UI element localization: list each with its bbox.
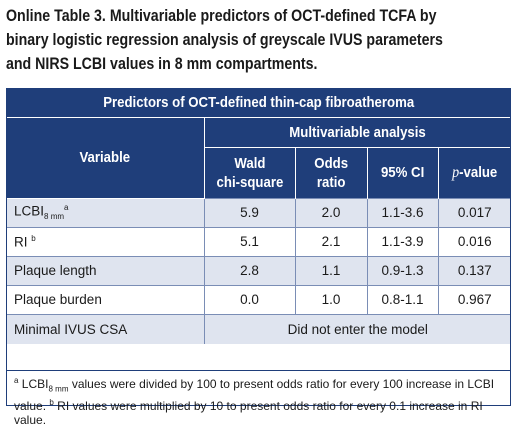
predictors-table: Predictors of OCT-defined thin-cap fibro… [6, 88, 512, 344]
table-row: Minimal IVUS CSA Did not enter the model [6, 313, 512, 344]
row-wald: 2.8 [203, 255, 295, 285]
wald-header: Wald chi-square [204, 147, 295, 198]
table-row: LCBI8 mma 5.9 2.0 1.1-3.6 0.017 [6, 197, 512, 227]
ci-header: 95% CI [366, 147, 438, 198]
table-row: Plaque length 2.8 1.1 0.9-1.3 0.137 [6, 255, 512, 285]
row-variable: RI b [6, 226, 204, 256]
row-p-value: 0.016 [437, 226, 512, 256]
row-odds: 2.1 [294, 226, 367, 256]
multivariable-header: Multivariable analysis [204, 117, 512, 148]
table-footnotes: a LCBI8 mm values were divided by 100 to… [14, 374, 504, 427]
row-ci: 0.8-1.1 [366, 284, 438, 314]
row-ci: 1.1-3.9 [366, 226, 438, 256]
row-variable: Plaque burden [6, 284, 204, 314]
row-ci: 1.1-3.6 [366, 197, 438, 227]
variable-header: Variable [6, 117, 205, 199]
row-odds: 2.0 [294, 197, 367, 227]
table-title: Online Table 3. Multivariable predictors… [6, 4, 513, 76]
row-variable: Minimal IVUS CSA [6, 313, 204, 344]
table-row: RI b 5.1 2.1 1.1-3.9 0.016 [6, 226, 512, 256]
footnote-a-line-1: a LCBI8 mm values were divided by 100 to… [14, 376, 495, 394]
table-row: Plaque burden 0.0 1.0 0.8-1.1 0.967 [6, 284, 512, 314]
title-line-2: binary logistic regression analysis of g… [6, 31, 443, 49]
footnote-divider [6, 370, 511, 371]
footnote-b-line-2: value. [14, 413, 47, 427]
row-ci: 0.9-1.3 [366, 255, 438, 285]
p-value-header: p-value [437, 147, 512, 198]
page: Online Table 3. Multivariable predictors… [6, 4, 513, 427]
table-banner: Predictors of OCT-defined thin-cap fibro… [6, 88, 512, 118]
row-not-entered-note: Did not enter the model [203, 313, 512, 344]
row-wald: 0.0 [203, 284, 295, 314]
table-frame [6, 88, 511, 406]
row-odds: 1.1 [294, 255, 367, 285]
footnote-b-line-1: value. b RI values were multiplied by 10… [14, 398, 483, 414]
row-odds: 1.0 [294, 284, 367, 314]
row-p-value: 0.967 [437, 284, 512, 314]
column-header-row: Wald chi-square Odds ratio 95% CI p-value [6, 147, 512, 198]
row-p-value: 0.137 [437, 255, 512, 285]
row-wald: 5.1 [203, 226, 295, 256]
title-line-1: Online Table 3. Multivariable predictors… [6, 7, 437, 25]
row-variable: LCBI8 mma [6, 197, 204, 227]
row-p-value: 0.017 [437, 197, 512, 227]
group-header-row: Variable Multivariable analysis [6, 117, 512, 199]
title-line-3: and NIRS LCBI values in 8 mm compartment… [6, 55, 318, 73]
row-wald: 5.9 [203, 197, 295, 227]
table-banner-row: Predictors of OCT-defined thin-cap fibro… [6, 88, 512, 118]
row-variable: Plaque length [6, 255, 204, 285]
odds-header: Odds ratio [294, 147, 367, 198]
